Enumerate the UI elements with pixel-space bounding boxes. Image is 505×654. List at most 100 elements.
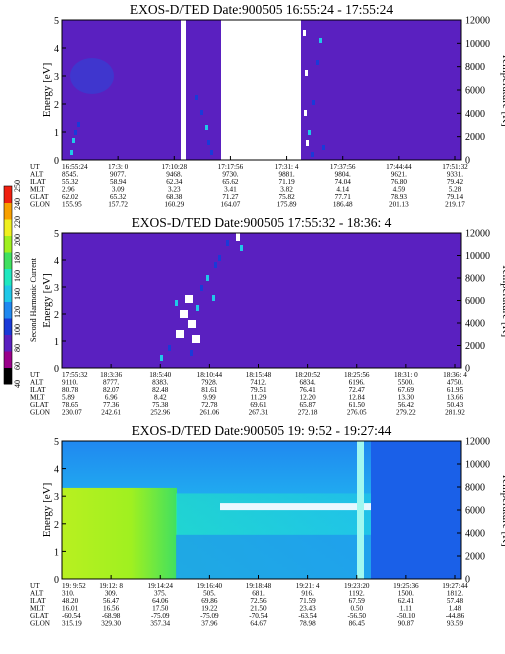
- orbit-value: 1812.: [447, 590, 463, 598]
- y-axis-label: Energy [eV]: [41, 63, 53, 117]
- orbit-value: 17:17:56: [218, 163, 244, 171]
- orbit-value: 13.66: [447, 394, 464, 402]
- data-gap: [188, 320, 196, 328]
- orbit-value: 261.06: [199, 409, 219, 417]
- orbit-value: 2.96: [62, 186, 75, 194]
- colorbar-tick-label: 250: [13, 180, 22, 192]
- data-gap: [303, 30, 306, 36]
- orbit-value: 18:10:44: [197, 371, 223, 379]
- orbit-value: 16.56: [103, 605, 120, 613]
- orbit-value: 916.: [301, 590, 314, 598]
- orbit-value: 9730.: [222, 171, 238, 179]
- orbit-value: 230.07: [62, 409, 82, 417]
- y-tick-label: 0: [54, 575, 59, 586]
- heatmap-cell: [322, 145, 325, 150]
- orbit-value: 17:55:32: [62, 371, 88, 379]
- orbit-value: 315.19: [62, 620, 82, 628]
- colorbar: 40 60 80 100 120 140 160 180 200 220 240 250 Second …: [3, 180, 38, 388]
- data-gap: [236, 233, 240, 241]
- heatmap-cell: [195, 95, 198, 100]
- colorbar-segment: [4, 202, 12, 220]
- orbit-row-label: UT: [30, 371, 40, 379]
- orbit-value: 78.98: [300, 620, 317, 628]
- orbit-row-label: GLON: [30, 409, 51, 417]
- heatmap-cell: [226, 240, 229, 246]
- y2-tick-label: 4000: [465, 109, 485, 120]
- orbit-value: 309.: [105, 590, 118, 598]
- orbit-value: 17:51:32: [442, 163, 468, 171]
- colorbar-segment: [4, 252, 12, 269]
- heatmap-cell: [200, 285, 203, 291]
- orbit-value: 18:36: 4: [443, 371, 467, 379]
- heatmap-cell: [175, 300, 178, 306]
- orbit-value: 75.82: [278, 193, 295, 201]
- orbit-value: 56.47: [103, 597, 120, 605]
- orbit-value: 3.82: [280, 186, 293, 194]
- orbit-value: 3.09: [112, 186, 125, 194]
- orbit-value: 157.72: [108, 201, 128, 209]
- y-tick-label: 1: [54, 547, 59, 558]
- orbit-value: 17:37:56: [330, 163, 356, 171]
- orbit-row-label: ALT: [30, 379, 44, 387]
- heatmap-stripe: [357, 441, 364, 579]
- y2-tick-label: 8000: [465, 62, 485, 73]
- orbit-value: 93.59: [447, 620, 464, 628]
- y-tick-label: 2: [54, 310, 59, 321]
- plot-title: EXOS-D/TED Date:900505 17:55:32 - 18:36:…: [132, 215, 392, 230]
- y2-tick-label: 10000: [465, 39, 490, 50]
- orbit-value: -63.54: [298, 612, 317, 620]
- orbit-row-label: MLT: [30, 394, 45, 402]
- orbit-value: 78.93: [391, 193, 408, 201]
- orbit-value: -75.09: [151, 612, 170, 620]
- orbit-value: 9804.: [335, 171, 351, 179]
- orbit-row-label: GLON: [30, 620, 51, 628]
- orbit-value: 1500.: [398, 590, 414, 598]
- orbit-value: 329.30: [101, 620, 121, 628]
- orbit-value: 80.78: [62, 386, 79, 394]
- orbit-value: 175.89: [277, 201, 297, 209]
- orbit-row-label: ALT: [30, 171, 44, 179]
- orbit-value: 64.06: [152, 597, 169, 605]
- orbit-value: -70.54: [249, 612, 268, 620]
- orbit-value: 1192.: [349, 590, 365, 598]
- colorbar-segment: [4, 334, 12, 352]
- heatmap-cell: [207, 140, 210, 145]
- data-gap: [306, 140, 309, 146]
- y2-tick-label: 0: [465, 575, 470, 586]
- y2-tick-label: 4000: [465, 529, 485, 540]
- orbit-value: 67.69: [398, 386, 415, 394]
- orbit-row-label: MLT: [30, 605, 45, 613]
- orbit-value: 72.78: [201, 401, 218, 409]
- y2-tick-label: 0: [465, 364, 470, 375]
- y-tick-label: 5: [54, 437, 59, 448]
- orbit-value: 3.41: [224, 186, 237, 194]
- colorbar-label: Second Harmonic Current: [29, 257, 38, 342]
- orbit-value: 62.41: [398, 597, 415, 605]
- plot-2: EXOS-D/TED Date:900505 17:55:32 - 18:36:…: [30, 215, 505, 417]
- orbit-value: -50.10: [397, 612, 416, 620]
- heatmap-cell: [196, 305, 199, 311]
- orbit-value: 160.29: [164, 201, 184, 209]
- orbit-value: 155.95: [62, 201, 82, 209]
- y2-axis-label: Temperature [K]: [500, 264, 505, 337]
- orbit-value: 55.32: [62, 178, 79, 186]
- data-gap: [185, 295, 193, 303]
- orbit-value: 50.43: [447, 401, 464, 409]
- orbit-value: 71.59: [300, 597, 317, 605]
- y2-tick-label: 2000: [465, 132, 485, 143]
- orbit-value: 19:14:24: [147, 582, 173, 590]
- orbit-value: 9621.: [391, 171, 407, 179]
- orbit-value: 6834.: [300, 379, 316, 387]
- heatmap-cell: [205, 125, 208, 130]
- orbit-value: 69.86: [201, 597, 218, 605]
- colorbar-segment: [4, 285, 12, 302]
- orbit-value: -56.50: [347, 612, 366, 620]
- heatmap-cell: [308, 130, 311, 135]
- orbit-value: 4750.: [447, 379, 463, 387]
- heatmap-cell: [214, 262, 217, 268]
- y-axis-label: Energy [eV]: [41, 273, 53, 327]
- y2-tick-label: 8000: [465, 483, 485, 494]
- y2-tick-label: 2000: [465, 341, 485, 352]
- orbit-value: -68.98: [102, 612, 121, 620]
- y-tick-label: 3: [54, 492, 59, 503]
